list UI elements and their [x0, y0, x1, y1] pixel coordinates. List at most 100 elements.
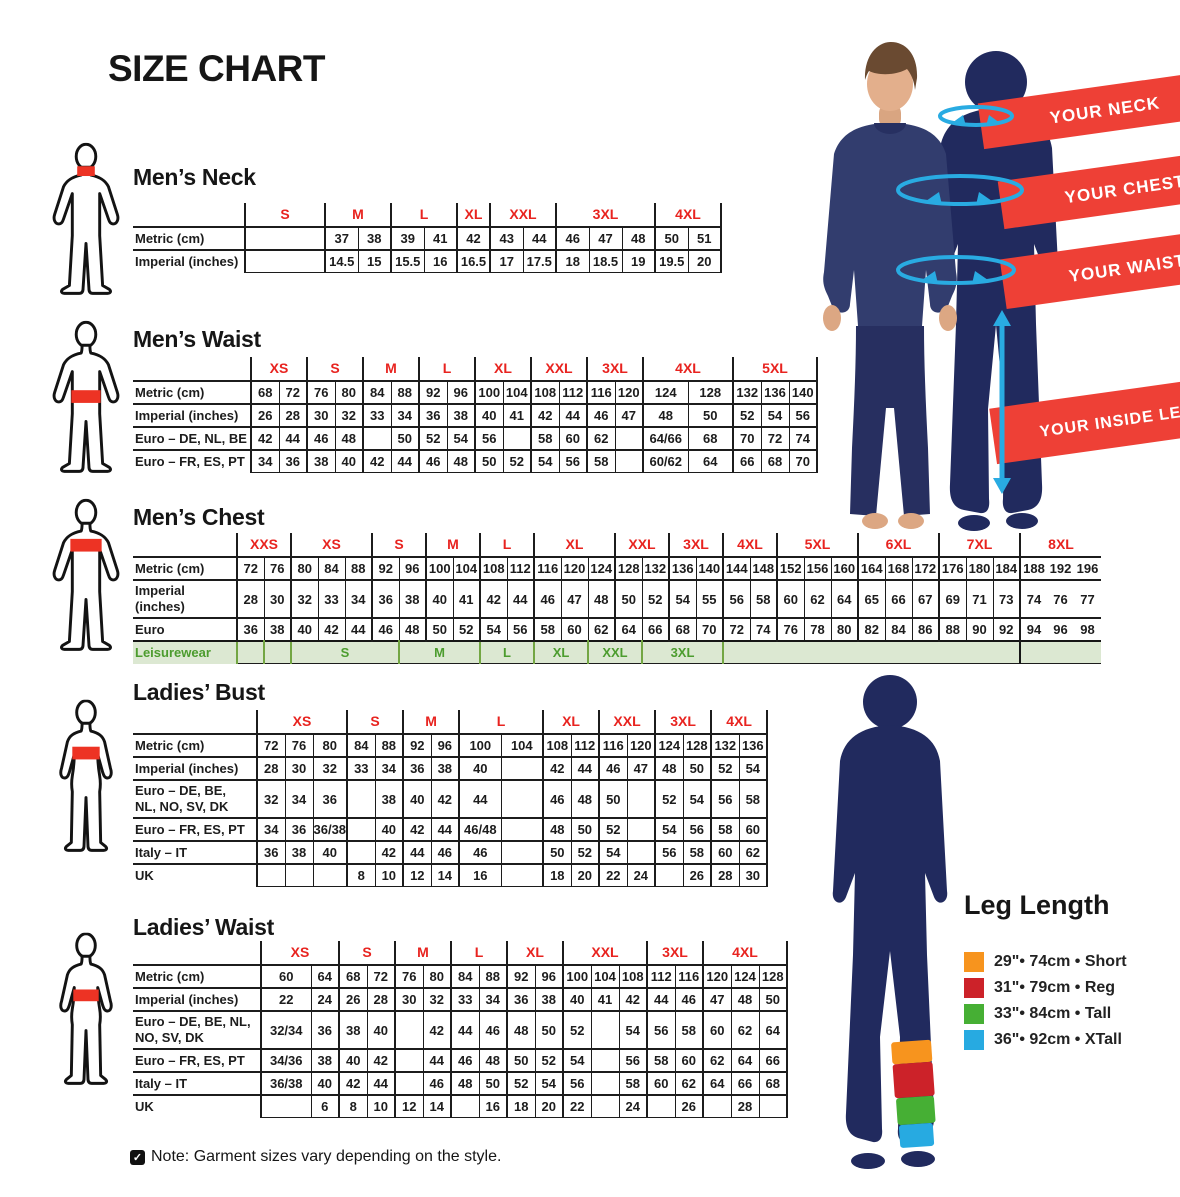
size-cell: 37: [324, 226, 359, 251]
size-cell: 54: [479, 617, 508, 642]
female-figure-waist-icon: [59, 932, 113, 1085]
size-cell: 56: [682, 817, 713, 842]
size-cell: 196: [1074, 556, 1101, 581]
size-cell: [312, 863, 349, 887]
size-cell: 96: [534, 964, 564, 989]
size-cell: 28: [278, 403, 308, 428]
size-cell: 78: [803, 617, 832, 642]
size-cell: 16: [423, 249, 458, 273]
size-group-header: XL: [474, 357, 532, 381]
size-cell: 62: [586, 426, 616, 451]
size-group-header: 4XL: [722, 533, 778, 557]
size-cell: 52: [570, 840, 601, 865]
size-cell: 100: [474, 380, 504, 405]
row-label: Italy – IT: [133, 1071, 262, 1095]
size-cell: 43: [489, 226, 524, 251]
size-cell: 46: [418, 449, 448, 473]
highlight-band: [72, 746, 100, 760]
your-neck-ribbon: YOUR NECK: [977, 68, 1180, 150]
size-cell: 60: [710, 840, 740, 865]
size-cell: 104: [500, 733, 545, 758]
highlight-band: [70, 538, 102, 552]
size-cell: 64/66: [642, 426, 689, 451]
size-cell: 28: [256, 756, 286, 781]
size-cell: 36: [278, 449, 308, 473]
table-corner: [133, 203, 245, 227]
size-cell: 50: [478, 1071, 508, 1096]
size-cell: 36: [371, 579, 400, 619]
size-cell: 68: [760, 449, 790, 473]
size-cell: 100: [458, 733, 502, 758]
size-cell: 132: [732, 380, 762, 405]
size-cell: 68: [687, 426, 734, 451]
size-cell: 50: [598, 779, 628, 819]
row-label: UK: [133, 1094, 262, 1118]
model-photo: [823, 42, 957, 529]
size-cell: 76: [306, 380, 336, 405]
size-cell: 54: [738, 756, 769, 781]
size-cell: 46: [586, 403, 616, 428]
mens-chest-table: XXS XS S M L XL XXL 3XL 4XL 5XL 6XL 7XL 8XL Metric (c…: [133, 533, 1101, 664]
size-cell: 60: [738, 817, 769, 842]
size-cell: 62: [803, 579, 832, 619]
size-group-header: M: [425, 533, 481, 557]
size-cell: 96: [446, 380, 476, 405]
size-group-header: XXS: [236, 533, 292, 557]
leg-silhouette: [832, 675, 948, 1169]
size-cell: 40: [366, 1010, 396, 1050]
size-cell: [236, 640, 265, 664]
leg-length-illustration: [832, 675, 948, 1169]
size-cell: 50: [474, 449, 504, 473]
size-cell: 39: [390, 226, 425, 251]
size-cell: [500, 863, 545, 887]
size-cell: 44: [646, 987, 676, 1012]
size-cell: [590, 1071, 620, 1096]
size-cell: 50: [425, 617, 454, 642]
your-inside-leg-ribbon: YOUR INSIDE LEG: [989, 373, 1180, 465]
size-group-header: L: [479, 533, 535, 557]
size-cell: 18: [542, 863, 572, 887]
size-cell: 36/38: [312, 817, 349, 842]
size-cell: 34: [284, 779, 314, 819]
size-cell: 68: [758, 1071, 788, 1096]
size-cell: 47: [614, 403, 644, 428]
section-title-mens-chest: Men’s Chest: [133, 504, 265, 530]
size-cell: 52: [562, 1010, 592, 1050]
size-cell: [590, 1094, 620, 1118]
row-label: Euro – DE, NL, BE: [133, 426, 252, 450]
size-cell: 38: [310, 1048, 340, 1073]
size-cell: 104: [452, 556, 481, 581]
size-group-header: XXL: [562, 941, 648, 965]
size-cell: 192: [1047, 556, 1074, 581]
size-cell: 50: [534, 1010, 564, 1050]
size-group-header: 4XL: [642, 357, 734, 381]
row-label: Euro – FR, ES, PT: [133, 449, 252, 473]
size-cell: 124: [587, 556, 616, 581]
size-group-header: S: [338, 941, 396, 965]
size-cell: 46: [306, 426, 336, 451]
size-cell: 3XL: [641, 640, 724, 664]
size-cell: 128: [687, 380, 734, 405]
size-cell: [450, 1094, 480, 1118]
size-cell: 76: [394, 964, 424, 989]
size-group-header: XS: [290, 533, 373, 557]
page-title: SIZE CHART: [108, 48, 326, 89]
size-cell: 41: [590, 987, 620, 1012]
size-cell: 17: [489, 249, 524, 273]
size-cell: 40: [374, 817, 405, 842]
size-cell: 56: [646, 1010, 676, 1050]
size-cell: 92: [402, 733, 432, 758]
size-cell: 36/38: [260, 1071, 312, 1096]
size-group-header: M: [362, 357, 420, 381]
size-cell: 36: [236, 617, 265, 642]
size-cell: 28: [730, 1094, 760, 1118]
size-cell: [500, 817, 545, 842]
size-cell: 62: [587, 617, 616, 642]
size-cell: 34: [250, 449, 280, 473]
size-cell: 128: [682, 733, 713, 758]
size-cell: 52: [534, 1048, 564, 1073]
size-cell: 70: [695, 617, 724, 642]
table-corner: [133, 357, 251, 381]
size-cell: 30: [306, 403, 336, 428]
size-cell: 54: [618, 1010, 648, 1050]
